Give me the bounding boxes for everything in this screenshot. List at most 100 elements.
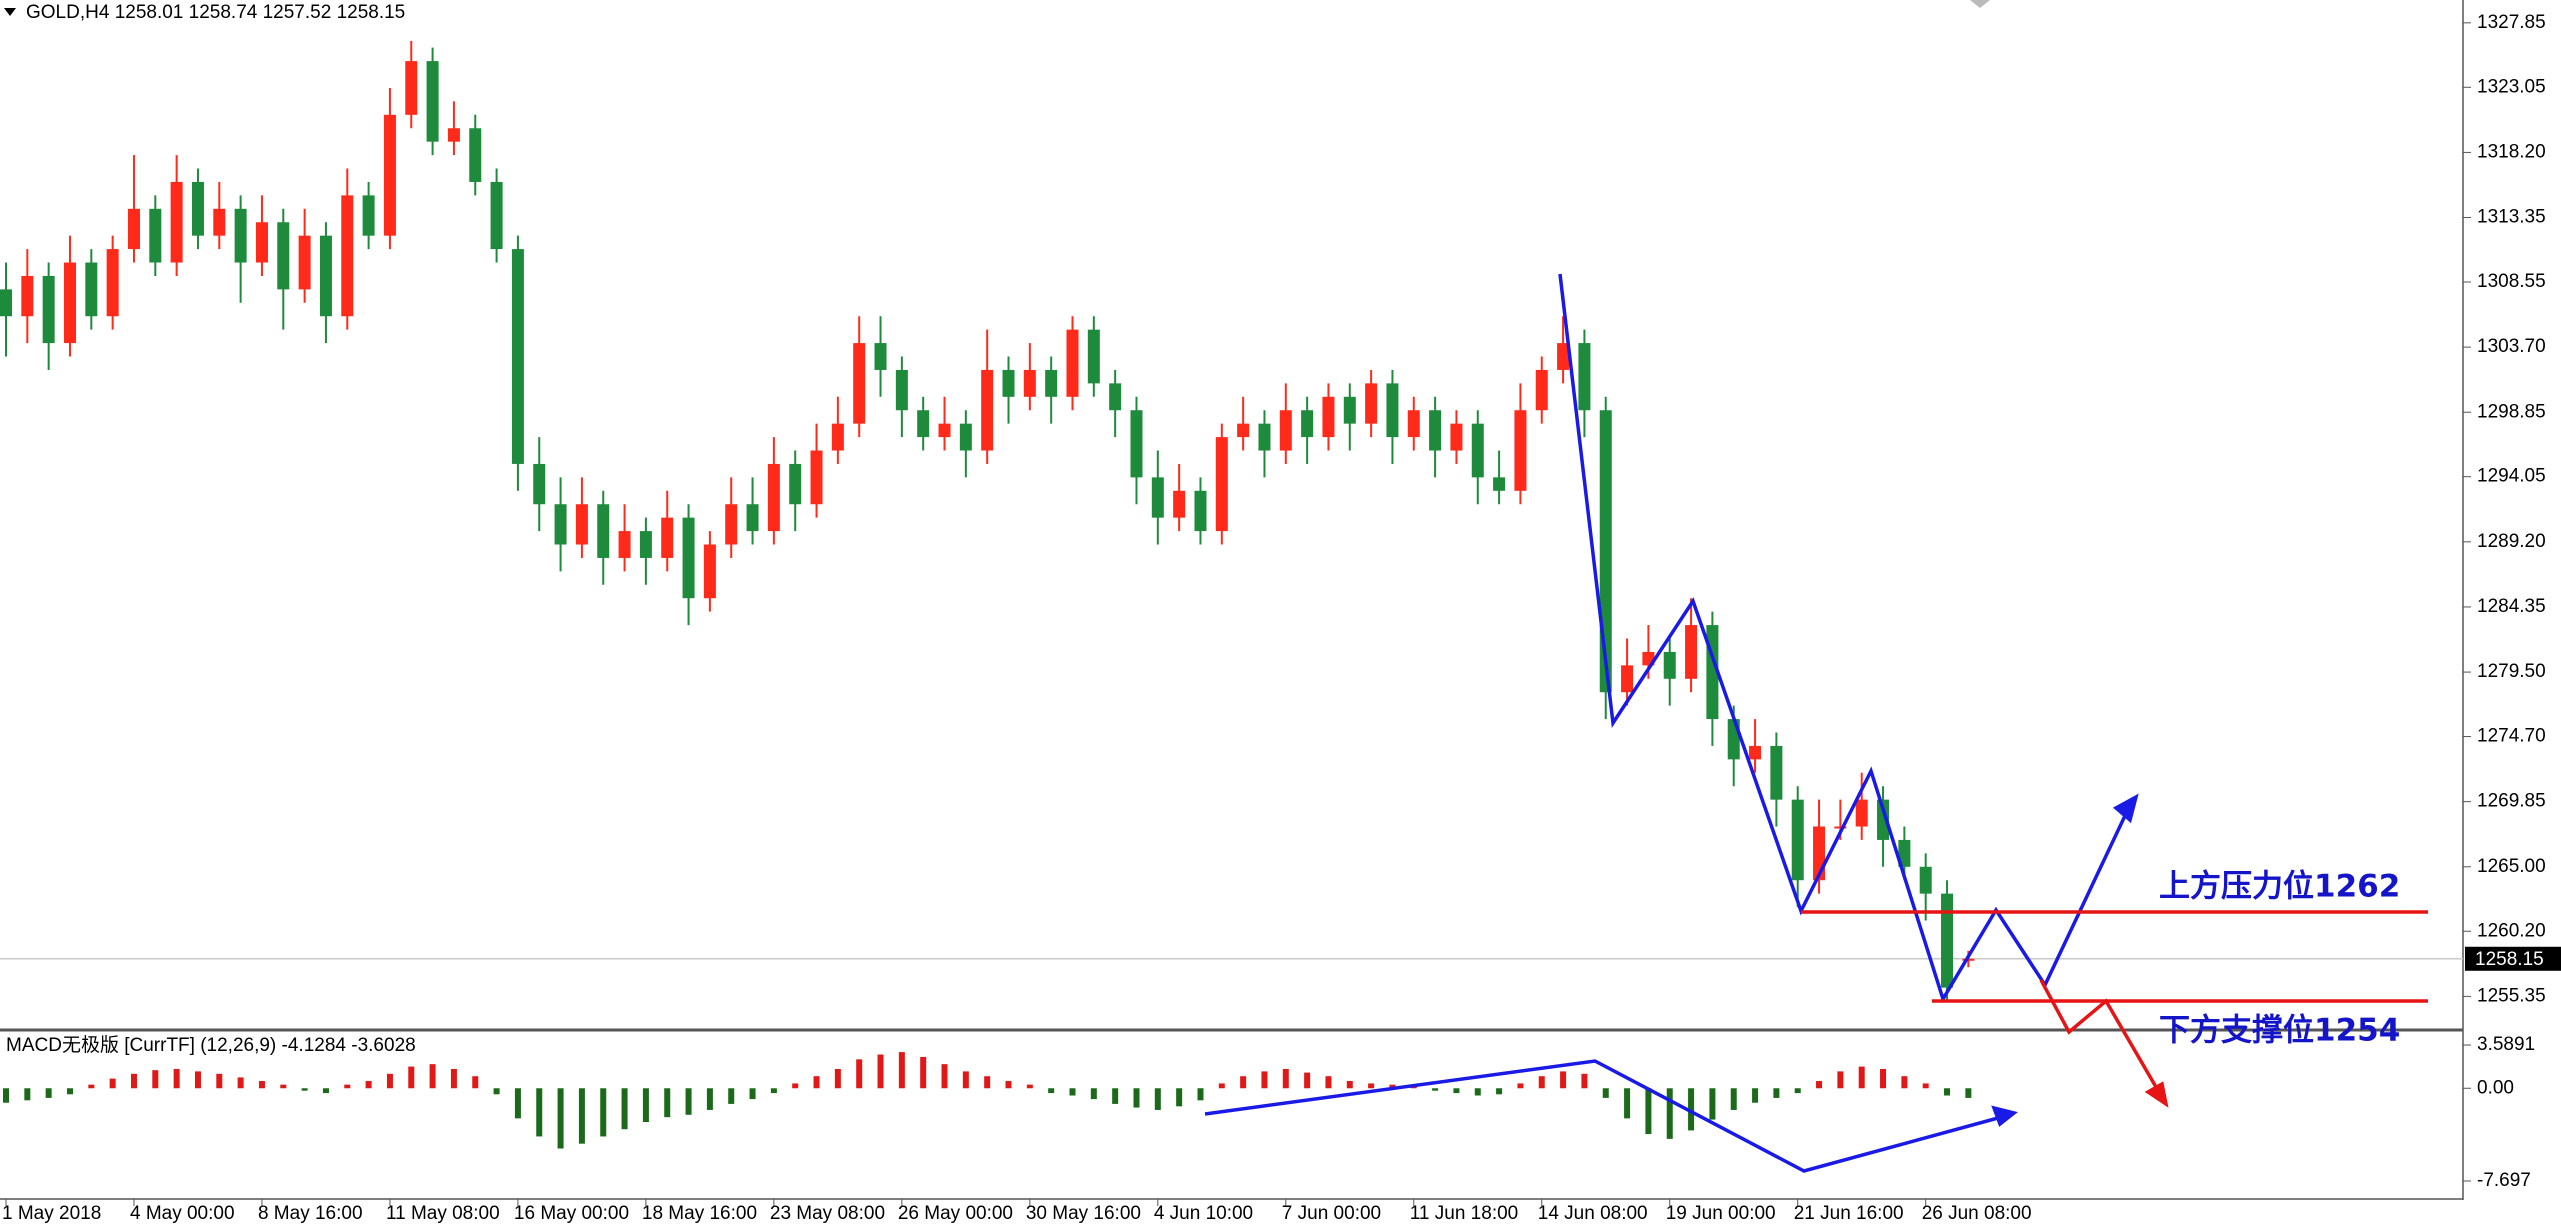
macd-bar	[621, 1088, 628, 1130]
macd-bar	[962, 1071, 969, 1089]
macd-bar	[88, 1084, 95, 1089]
macd-bar	[280, 1084, 287, 1089]
candle-body	[959, 423, 972, 451]
macd-bar	[1218, 1083, 1225, 1089]
y-tick-label: 1298.85	[2477, 401, 2546, 422]
y-tick-label: 3.5891	[2477, 1034, 2535, 1055]
macd-bar	[749, 1088, 756, 1100]
x-tick-label: 21 Jun 16:00	[1794, 1203, 1904, 1224]
candle-body	[703, 544, 716, 599]
macd-bar	[1133, 1088, 1140, 1108]
macd-bar	[514, 1088, 521, 1119]
candle-body	[746, 504, 759, 532]
macd-bar	[194, 1071, 201, 1089]
macd-bar	[1816, 1081, 1823, 1089]
macd-bar	[45, 1088, 52, 1098]
candle-body	[1301, 410, 1314, 438]
y-tick-label: -7.697	[2477, 1170, 2531, 1191]
annotation: 下方支撑位1254	[2159, 1013, 2400, 1049]
macd-bar	[642, 1088, 649, 1122]
macd-bar	[1752, 1088, 1759, 1103]
macd-bar	[1048, 1088, 1055, 1094]
indicator-title: MACD无极版 [CurrTF] (12,26,9) -4.1284 -3.60…	[6, 1034, 416, 1056]
macd-bar	[1453, 1088, 1460, 1094]
candle-body	[1578, 343, 1591, 411]
bear-path	[2039, 979, 2165, 1100]
macd-bar	[1261, 1071, 1268, 1089]
candle-body	[63, 262, 76, 344]
macd-bar	[344, 1084, 351, 1089]
candle-body	[106, 249, 119, 317]
macd-bar	[258, 1081, 265, 1089]
macd-bar	[3, 1088, 9, 1103]
y-tick-label: 1279.50	[2477, 661, 2546, 682]
candle-body	[895, 369, 908, 411]
macd-bar	[237, 1077, 244, 1089]
x-tick-label: 4 Jun 10:00	[1154, 1203, 1253, 1224]
macd-bar	[1602, 1088, 1609, 1098]
candle-body	[1215, 437, 1228, 532]
x-tick-label: 11 Jun 18:00	[1410, 1203, 1518, 1224]
candle-body	[1386, 383, 1399, 438]
candle-body	[639, 531, 652, 558]
macd-bar	[24, 1088, 31, 1101]
macd-bar	[1240, 1076, 1247, 1089]
y-tick-label: 1284.35	[2477, 596, 2546, 617]
candle-body	[597, 504, 610, 558]
candle-body	[1770, 745, 1783, 800]
candle-body	[383, 114, 396, 236]
macd-bar	[813, 1076, 820, 1089]
macd-bar	[792, 1083, 799, 1089]
macd-bar	[1389, 1084, 1396, 1089]
y-tick-label: 1308.55	[2477, 271, 2546, 292]
y-tick-label: 0.00	[2477, 1077, 2514, 1098]
x-tick-label: 4 May 00:00	[130, 1203, 235, 1224]
price-label-box	[2465, 946, 2561, 971]
arrow-head	[2112, 793, 2139, 824]
candle-body	[362, 195, 375, 236]
macd-bar	[1965, 1088, 1972, 1098]
macd-bar	[1624, 1088, 1631, 1119]
candle-body	[1514, 410, 1527, 491]
macd-bar	[898, 1052, 905, 1089]
macd-bar	[1837, 1071, 1844, 1089]
chart-title: GOLD,H4 1258.01 1258.74 1257.52 1258.15	[26, 2, 405, 23]
y-tick-label: 1323.05	[2477, 76, 2546, 97]
candle-body	[21, 275, 34, 317]
candle-body	[1322, 396, 1335, 438]
candle-body	[1365, 383, 1378, 424]
macd-bar	[1069, 1088, 1076, 1096]
macd-bar	[1197, 1088, 1204, 1101]
macd-bar	[1666, 1088, 1673, 1139]
candle-body	[533, 463, 546, 505]
macd-bar	[322, 1088, 329, 1094]
candle-body	[1450, 423, 1463, 451]
macd-bar	[216, 1073, 223, 1089]
x-tick-label: 19 Jun 00:00	[1666, 1203, 1776, 1224]
candle-body	[1834, 826, 1847, 829]
candle-body	[1898, 839, 1911, 867]
x-tick-label: 8 May 16:00	[258, 1203, 363, 1224]
x-tick-label: 18 May 16:00	[642, 1203, 757, 1224]
candle-body	[1941, 893, 1954, 988]
arrow-head	[1991, 1105, 2018, 1127]
candle-body	[1919, 866, 1932, 894]
candle-body	[405, 61, 418, 115]
x-tick-label: 26 Jun 08:00	[1922, 1203, 2032, 1224]
candle-body	[618, 531, 631, 558]
candle-body	[938, 423, 951, 438]
macd-bar	[1496, 1088, 1503, 1095]
candle-body	[1429, 410, 1442, 451]
candle-body	[682, 517, 695, 599]
macd-bar	[1560, 1071, 1567, 1089]
macd-bar	[1880, 1068, 1887, 1089]
macd-bar	[1688, 1088, 1695, 1131]
macd-bar	[1368, 1083, 1375, 1089]
macd-bar	[1922, 1083, 1929, 1089]
candle-body	[1023, 369, 1036, 397]
candle-body	[575, 504, 588, 545]
macd-bar	[834, 1068, 841, 1089]
y-tick-label: 1327.85	[2477, 12, 2546, 33]
candle-body	[1557, 343, 1570, 370]
